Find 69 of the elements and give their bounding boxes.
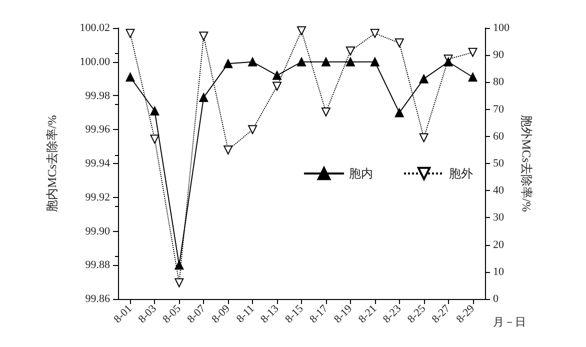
point xyxy=(199,32,208,41)
point xyxy=(346,57,355,66)
point xyxy=(126,72,135,82)
y2-tick-label: 50 xyxy=(493,158,504,170)
point xyxy=(370,57,380,66)
y2-axis-title: 胞外MCs去除率/% xyxy=(519,115,534,212)
point xyxy=(248,57,258,66)
point xyxy=(224,145,233,154)
point xyxy=(444,57,453,66)
y2-tick-label: 100 xyxy=(493,22,510,34)
point xyxy=(419,133,428,142)
point xyxy=(321,108,330,117)
x-tick-label: 8-03 xyxy=(136,302,160,326)
y2-tick-label: 10 xyxy=(493,266,504,278)
y2-tick-label: 60 xyxy=(493,130,504,142)
y-tick-label: 99.88 xyxy=(85,259,110,272)
point xyxy=(297,57,306,66)
y2-tick-label: 20 xyxy=(493,238,504,251)
y2-tick-label: 0 xyxy=(493,293,499,305)
point xyxy=(126,28,135,38)
x-tick-label: 8-29 xyxy=(454,302,478,326)
y-tick-label: 99.90 xyxy=(85,225,110,238)
y2-tick-label: 90 xyxy=(493,49,504,62)
point xyxy=(394,38,404,48)
y-tick-label: 99.94 xyxy=(85,158,110,170)
y-axis-title: 胞内MCs去除率/% xyxy=(45,115,59,212)
point xyxy=(468,48,478,57)
point xyxy=(419,74,428,84)
y-tick-label: 99.86 xyxy=(85,293,110,305)
y-tick-label: 100.00 xyxy=(80,56,110,68)
point xyxy=(150,134,160,144)
x-tick-label: 8-25 xyxy=(405,302,428,326)
x-tick-label: 8-09 xyxy=(210,302,233,326)
x-tick-label: 8-05 xyxy=(160,302,184,326)
x-tick-label: 8-13 xyxy=(258,302,282,326)
point xyxy=(174,278,184,288)
point xyxy=(370,28,380,38)
point xyxy=(321,57,330,66)
point xyxy=(248,125,258,134)
point xyxy=(394,108,404,118)
y2-tick-label: 70 xyxy=(493,103,504,116)
point xyxy=(150,106,160,116)
y2-tick-label: 30 xyxy=(493,212,504,224)
x-tick-label: 8-17 xyxy=(307,302,331,326)
point xyxy=(272,82,282,91)
y-tick-label: 99.98 xyxy=(85,90,110,102)
x-tick-label: 8-27 xyxy=(430,302,453,326)
x-tick-label: 8-23 xyxy=(380,302,404,326)
x-axis-title: 月－日 xyxy=(493,316,526,328)
point xyxy=(174,260,184,270)
y2-tick-label: 40 xyxy=(493,184,504,197)
point xyxy=(272,70,282,80)
x-tick-label: 8-19 xyxy=(332,302,356,326)
point xyxy=(346,46,355,56)
legend-label: 胞外 xyxy=(449,166,473,180)
x-tick-label: 8-07 xyxy=(185,302,208,326)
point xyxy=(468,72,478,82)
y-tick-label: 100.02 xyxy=(80,22,110,34)
point xyxy=(297,26,306,36)
x-tick-label: 8-21 xyxy=(356,302,380,326)
x-tick-label: 8-01 xyxy=(112,302,134,326)
point xyxy=(224,59,233,68)
y-tick-label: 99.96 xyxy=(85,124,110,136)
legend-label: 胞内 xyxy=(349,166,373,180)
x-tick-label: 8-11 xyxy=(234,302,257,326)
y-tick-label: 99.92 xyxy=(85,191,110,204)
x-tick-label: 8-15 xyxy=(283,302,306,326)
y2-tick-label: 80 xyxy=(493,76,504,88)
point xyxy=(199,92,208,102)
